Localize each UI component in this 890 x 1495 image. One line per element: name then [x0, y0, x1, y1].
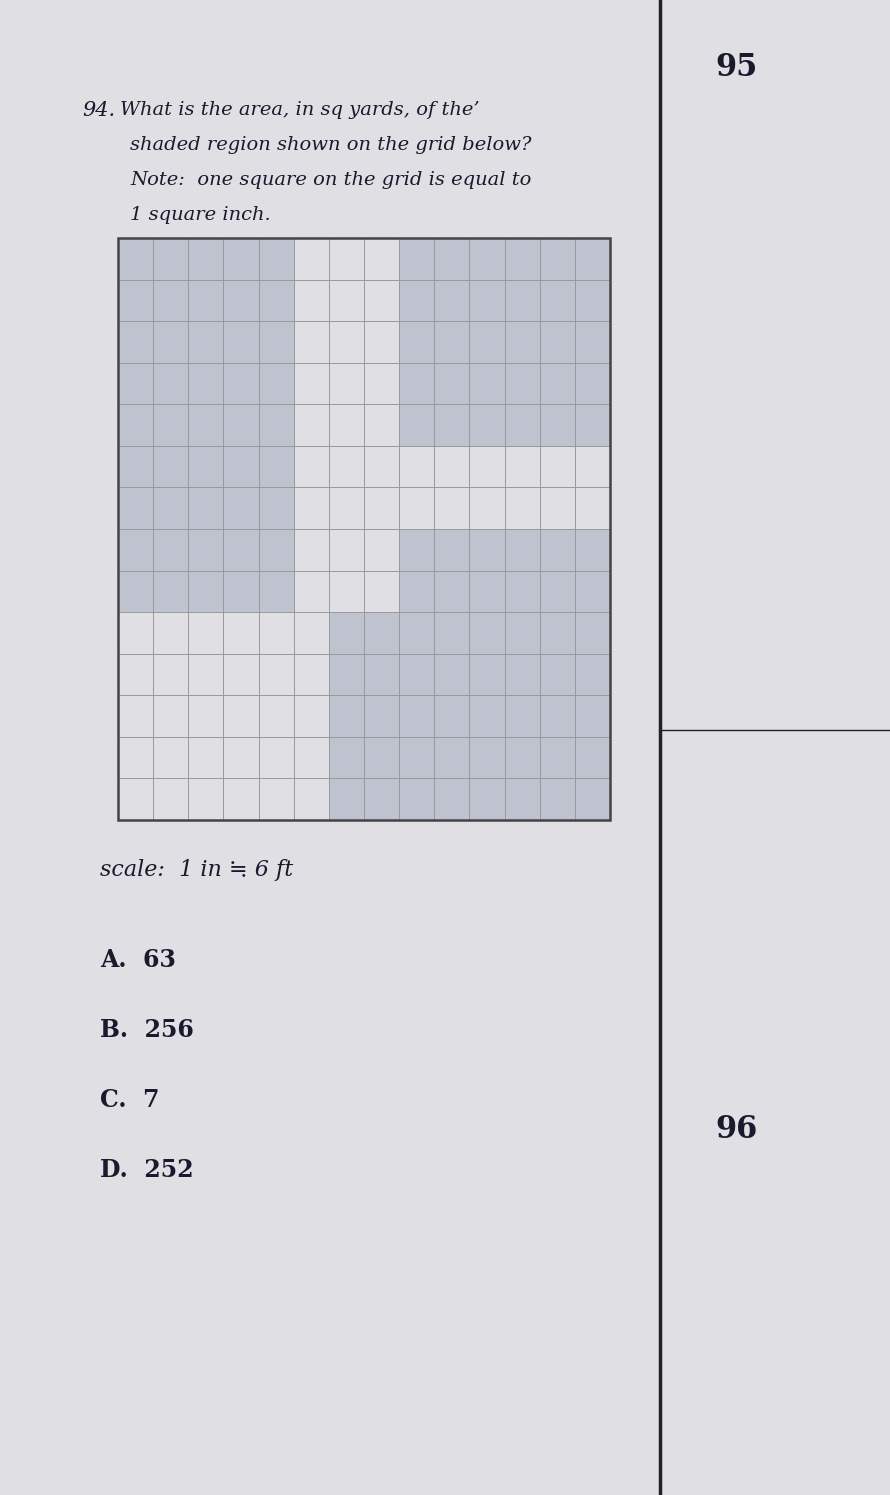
Text: 94.: 94.	[82, 100, 115, 120]
Text: What is the area, in sq yards, of the’: What is the area, in sq yards, of the’	[120, 102, 480, 120]
Text: B.  256: B. 256	[100, 1018, 194, 1042]
Text: C.  7: C. 7	[100, 1088, 159, 1112]
Text: 95: 95	[715, 52, 757, 84]
Bar	[118, 238, 294, 611]
Text: Note:  one square on the grid is equal to: Note: one square on the grid is equal to	[130, 170, 531, 188]
Bar	[399, 529, 610, 695]
Bar	[118, 238, 610, 819]
Text: 96: 96	[715, 1114, 757, 1145]
Text: shaded region shown on the grid below?: shaded region shown on the grid below?	[130, 136, 531, 154]
Bar	[329, 695, 610, 819]
Text: scale:  1 in ≒ 6 ft: scale: 1 in ≒ 6 ft	[100, 860, 293, 881]
Bar	[399, 238, 610, 446]
Text: D.  252: D. 252	[100, 1159, 194, 1183]
Text: 1 square inch.: 1 square inch.	[130, 206, 271, 224]
Text: A.  63: A. 63	[100, 948, 176, 972]
Bar	[329, 611, 399, 695]
